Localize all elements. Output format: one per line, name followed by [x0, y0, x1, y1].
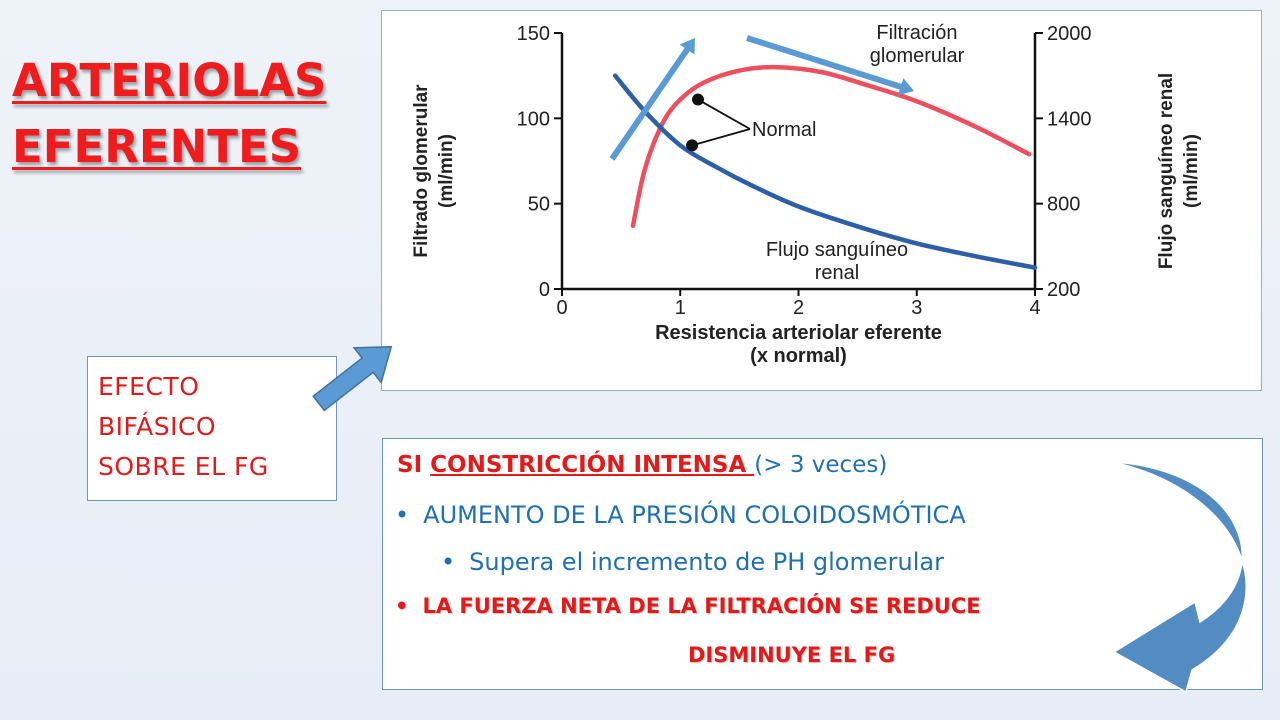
- fall-arrow-icon: [746, 35, 915, 96]
- normal-leader-line: [691, 128, 751, 147]
- y-right-axis-label: (ml/min): [1181, 134, 1202, 208]
- y-right-tick-label: 800: [1047, 194, 1080, 216]
- y-left-axis-label: (ml/min): [436, 134, 457, 208]
- rbf-curve: [612, 73, 1038, 270]
- chart-svg: 0 1 2 3 4 0 50 100 150 200 800 1400 2000 Resistencia …: [411, 22, 1202, 367]
- efecto-bifasico-box: EFECTO BIFÁSICO SOBRE EL FG: [87, 356, 337, 501]
- efecto-line1: EFECTO: [98, 372, 200, 401]
- heading-suffix: (> 3 veces): [754, 452, 888, 478]
- slide-title-line1: ARTERIOLAS: [12, 54, 327, 107]
- disminuye-fg: DISMINUYE EL FG: [688, 643, 896, 667]
- y-right-tick-label: 1400: [1047, 108, 1092, 130]
- y-left-axis-label: Filtrado glomerular: [411, 84, 432, 258]
- rise-arrow-icon: [609, 37, 695, 161]
- x-tick-label: 3: [911, 297, 922, 319]
- y-right-axis-label: Flujo sanguíneo renal: [1156, 73, 1177, 269]
- slide-title-line2: EFERENTES: [12, 120, 302, 173]
- chart-panel: 0 1 2 3 4 0 50 100 150 200 800 1400 2000 Resistencia …: [381, 10, 1262, 391]
- slide-title: ARTERIOLAS EFERENTES: [12, 48, 326, 180]
- normal-point: [691, 93, 704, 106]
- y-left-tick-label: 100: [517, 108, 550, 130]
- x-tick-label: 4: [1029, 297, 1040, 319]
- heading-underlined: CONSTRICCIÓN INTENSA: [430, 452, 755, 478]
- gfr-series-label: Filtración: [876, 22, 957, 44]
- bullet-icon: •: [395, 594, 409, 618]
- y-left-tick-label: 0: [539, 279, 550, 301]
- constriction-heading: SI CONSTRICCIÓN INTENSA (> 3 veces): [397, 452, 887, 478]
- y-left-tick-label: 50: [528, 194, 550, 216]
- y-left-tick-label: 150: [517, 23, 550, 45]
- bullet-text: AUMENTO DE LA PRESIÓN COLOIDOSMÓTICA: [423, 501, 966, 529]
- efecto-line3: SOBRE EL FG: [98, 452, 269, 481]
- x-axis-label: Resistencia arteriolar eferente: [655, 322, 942, 344]
- fall-arrow-icon-shape: [746, 35, 915, 96]
- gfr-series-label: glomerular: [870, 45, 965, 67]
- x-axis-label: (x normal): [750, 345, 847, 367]
- bullet-text: LA FUERZA NETA DE LA FILTRACIÓN SE REDUC…: [422, 594, 981, 618]
- x-tick-label: 2: [793, 297, 804, 319]
- normal-leader-line: [697, 98, 751, 130]
- x-tick-label: 1: [675, 297, 686, 319]
- bullet-fuerza-neta: • LA FUERZA NETA DE LA FILTRACIÓN SE REDU…: [395, 594, 981, 618]
- bullet-icon: •: [395, 501, 410, 529]
- explanation-box: SI CONSTRICCIÓN INTENSA (> 3 veces) • AUM…: [382, 438, 1263, 690]
- normal-annotation-label: Normal: [752, 119, 816, 141]
- heading-prefix: SI: [397, 452, 431, 478]
- rbf-series-label: Flujo sanguíneo: [766, 239, 908, 261]
- efecto-line2: BIFÁSICO: [98, 412, 217, 441]
- y-right-tick-label: 2000: [1047, 23, 1092, 45]
- rise-arrow-icon-shape: [609, 37, 695, 161]
- normal-point: [686, 139, 699, 152]
- rbf-series-label: renal: [815, 262, 859, 284]
- bullet-icon: •: [441, 548, 456, 576]
- y-right-tick-label: 200: [1047, 279, 1080, 301]
- bullet-presion-coloidosmotica: • AUMENTO DE LA PRESIÓN COLOIDOSMÓTICA: [395, 501, 966, 529]
- x-tick-label: 0: [556, 297, 567, 319]
- bullet-text: Supera el incremento de PH glomerular: [469, 548, 944, 576]
- sub-bullet-ph-glomerular: • Supera el incremento de PH glomerular: [441, 548, 944, 576]
